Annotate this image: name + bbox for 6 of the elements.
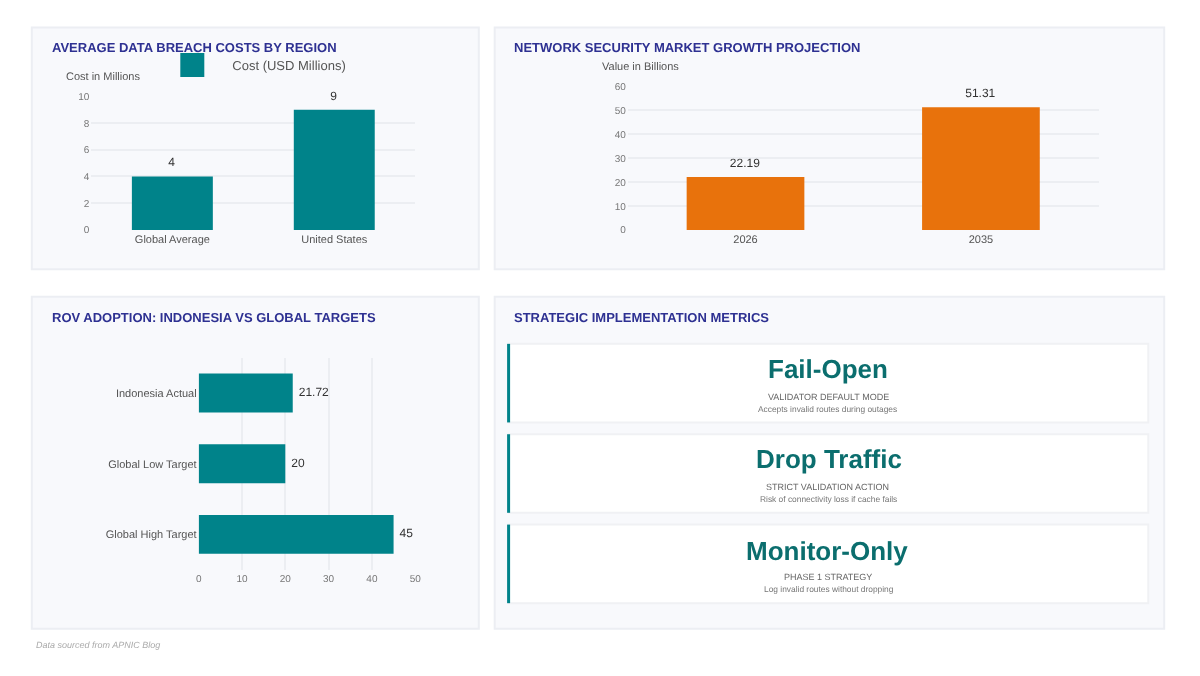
bar (198, 514, 394, 554)
bar (198, 373, 293, 413)
text: Fail-Open (768, 354, 889, 384)
text: Drop Traffic (756, 444, 902, 474)
bar (198, 444, 286, 484)
text: Monitor-Only (746, 536, 910, 566)
